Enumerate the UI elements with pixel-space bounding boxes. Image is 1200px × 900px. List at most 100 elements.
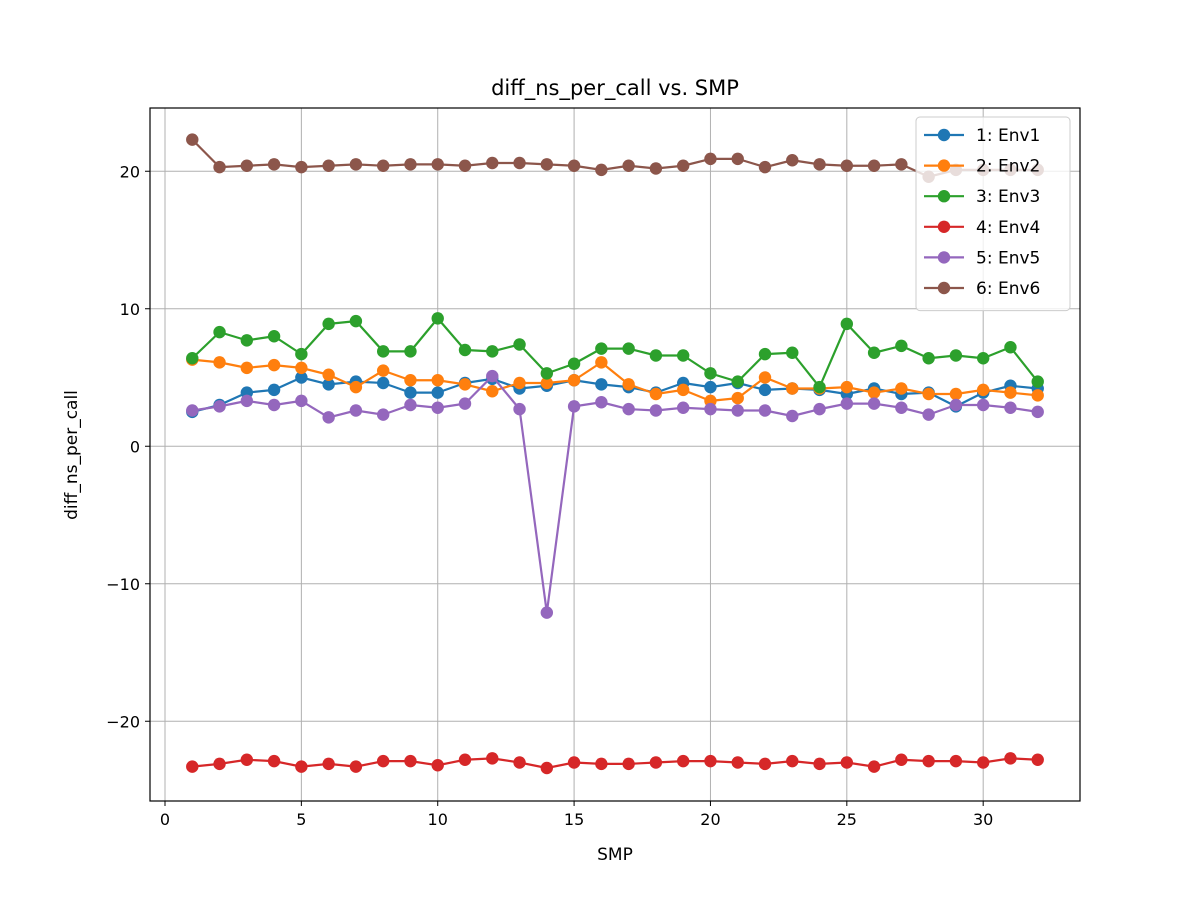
data-point bbox=[431, 158, 444, 171]
data-point bbox=[240, 394, 254, 408]
data-point bbox=[949, 754, 963, 768]
data-point bbox=[295, 160, 308, 174]
data-point bbox=[540, 761, 554, 775]
x-tick-label: 25 bbox=[837, 810, 857, 829]
data-point bbox=[376, 754, 390, 768]
legend-item: 5: Env5 bbox=[924, 248, 1040, 268]
legend-label: 6: Env6 bbox=[976, 279, 1040, 299]
data-point bbox=[595, 342, 608, 355]
data-point bbox=[431, 386, 444, 399]
data-point bbox=[295, 361, 308, 375]
data-point bbox=[431, 374, 444, 387]
data-point bbox=[295, 371, 308, 384]
data-point bbox=[867, 397, 881, 410]
data-point bbox=[813, 402, 826, 416]
data-point bbox=[622, 757, 635, 771]
legend-label: 2: Env2 bbox=[976, 157, 1040, 177]
series-4 bbox=[186, 752, 1044, 775]
data-point bbox=[676, 349, 690, 362]
data-point bbox=[458, 397, 472, 410]
data-point bbox=[704, 380, 717, 394]
data-point bbox=[1031, 405, 1044, 419]
data-point bbox=[649, 162, 663, 175]
data-point bbox=[676, 383, 690, 397]
data-point bbox=[731, 391, 744, 405]
data-point bbox=[240, 159, 254, 172]
data-point bbox=[649, 387, 663, 401]
data-point bbox=[349, 158, 363, 171]
data-point bbox=[240, 334, 254, 347]
x-tick-label: 10 bbox=[428, 810, 448, 829]
data-point bbox=[540, 158, 554, 171]
data-point bbox=[295, 760, 308, 773]
data-point bbox=[267, 358, 281, 372]
data-point bbox=[976, 383, 990, 397]
data-point bbox=[595, 396, 608, 409]
data-point bbox=[513, 338, 526, 351]
data-point bbox=[949, 349, 963, 362]
data-point bbox=[731, 404, 744, 417]
data-point bbox=[213, 356, 226, 369]
data-point bbox=[349, 404, 363, 417]
data-point bbox=[622, 342, 635, 355]
data-point bbox=[1004, 401, 1017, 414]
data-point bbox=[431, 401, 444, 414]
data-point bbox=[349, 314, 363, 328]
data-point bbox=[349, 760, 363, 773]
data-point bbox=[867, 386, 881, 399]
data-point bbox=[567, 357, 581, 370]
data-point bbox=[840, 317, 854, 331]
data-point bbox=[240, 753, 254, 766]
data-point bbox=[622, 378, 635, 391]
data-point bbox=[376, 364, 390, 377]
chart-title: diff_ns_per_call vs. SMP bbox=[491, 76, 739, 101]
legend-marker bbox=[937, 128, 951, 142]
data-point bbox=[867, 159, 881, 172]
x-tick-label: 20 bbox=[700, 810, 720, 829]
data-point bbox=[567, 400, 581, 413]
data-point bbox=[949, 387, 963, 401]
data-point bbox=[895, 382, 908, 395]
data-point bbox=[758, 160, 772, 174]
data-point bbox=[458, 753, 472, 766]
data-point bbox=[349, 380, 363, 394]
data-point bbox=[758, 347, 772, 361]
legend-marker bbox=[937, 190, 951, 203]
data-point bbox=[976, 352, 990, 365]
data-point bbox=[704, 367, 717, 380]
data-point bbox=[840, 397, 854, 410]
data-point bbox=[322, 317, 335, 331]
data-point bbox=[513, 156, 526, 170]
data-point bbox=[1031, 375, 1044, 388]
data-point bbox=[1004, 752, 1017, 765]
data-point bbox=[240, 361, 254, 375]
data-point bbox=[758, 383, 772, 397]
data-point bbox=[622, 159, 635, 172]
data-point bbox=[404, 398, 417, 412]
data-point bbox=[567, 159, 581, 172]
data-point bbox=[431, 759, 444, 772]
legend-item: 1: Env1 bbox=[924, 126, 1040, 146]
legend-label: 1: Env1 bbox=[976, 126, 1040, 146]
data-point bbox=[731, 756, 744, 769]
series-3 bbox=[186, 312, 1044, 394]
data-point bbox=[186, 760, 199, 773]
data-point bbox=[322, 159, 335, 172]
data-point bbox=[376, 345, 390, 358]
data-point bbox=[786, 154, 799, 167]
data-point bbox=[404, 345, 417, 358]
data-point bbox=[922, 352, 935, 365]
data-point bbox=[213, 400, 226, 413]
data-point bbox=[922, 387, 935, 401]
legend-marker bbox=[937, 159, 951, 172]
data-point bbox=[458, 159, 472, 172]
y-tick-label: 20 bbox=[120, 162, 140, 181]
data-point bbox=[786, 346, 799, 359]
data-point bbox=[186, 352, 199, 365]
data-point bbox=[322, 368, 335, 381]
legend-label: 5: Env5 bbox=[976, 248, 1040, 268]
data-point bbox=[267, 330, 281, 343]
data-point bbox=[186, 133, 199, 146]
data-point bbox=[595, 163, 608, 177]
data-point bbox=[676, 159, 690, 172]
